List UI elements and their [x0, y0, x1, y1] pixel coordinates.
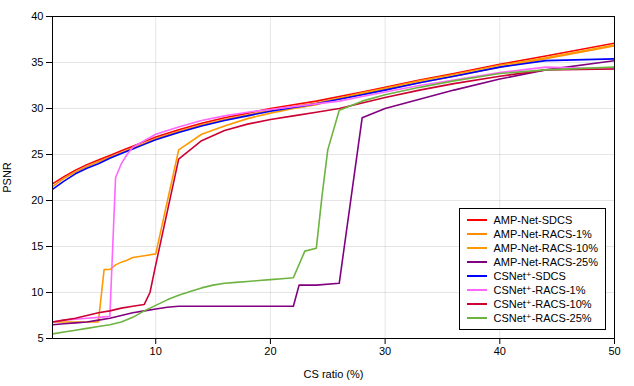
html-text:CSNet⁺-RACS-10%: CSNet⁺-RACS-10% — [493, 298, 592, 310]
svg-text:20: 20 — [264, 345, 276, 357]
html-text:CSNet⁺-RACS-1%: CSNet⁺-RACS-1% — [493, 284, 586, 296]
html-text:CSNet⁺-RACS-25%: CSNet⁺-RACS-25% — [493, 312, 592, 324]
svg-text:50: 50 — [608, 345, 620, 357]
svg-text:30: 30 — [31, 102, 43, 114]
html-text:CSNet⁺-SDCS: CSNet⁺-SDCS — [493, 270, 566, 282]
svg-text:25: 25 — [31, 148, 43, 160]
svg-text:10: 10 — [150, 345, 162, 357]
svg-text:15: 15 — [31, 240, 43, 252]
svg-text:20: 20 — [31, 194, 43, 206]
svg-text:5: 5 — [37, 332, 43, 344]
html-text:AMP-Net-RACS-10%: AMP-Net-RACS-10% — [493, 242, 598, 254]
svg-text:40: 40 — [31, 10, 43, 22]
svg-text:PSNR: PSNR — [1, 162, 13, 193]
html-text:AMP-Net-RACS-25%: AMP-Net-RACS-25% — [493, 256, 598, 268]
html-text:AMP-Net-SDCS: AMP-Net-SDCS — [493, 214, 573, 226]
html-text:AMP-Net-RACS-1%: AMP-Net-RACS-1% — [493, 228, 592, 240]
svg-text:40: 40 — [494, 345, 506, 357]
svg-text:CS ratio (%): CS ratio (%) — [304, 368, 364, 380]
svg-text:10: 10 — [31, 286, 43, 298]
svg-text:35: 35 — [31, 56, 43, 68]
svg-text:30: 30 — [379, 345, 391, 357]
